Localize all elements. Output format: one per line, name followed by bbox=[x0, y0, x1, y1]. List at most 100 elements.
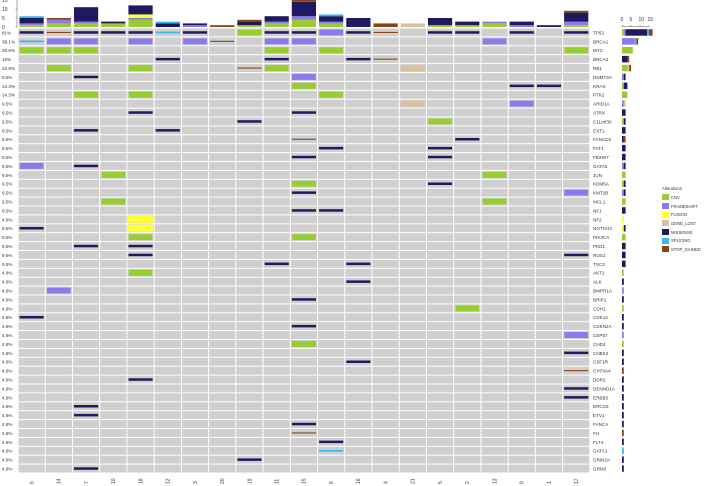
cell-bmpr1a-13 bbox=[481, 286, 508, 295]
right-bar-dnmt3a-missense bbox=[623, 73, 626, 81]
cell-flt4-17 bbox=[563, 437, 590, 446]
cell-alk-5 bbox=[426, 277, 454, 286]
mark-kdm5a-15-cnv bbox=[292, 180, 316, 187]
cell-brip1-18 bbox=[127, 295, 154, 304]
cell-nf2-15 bbox=[290, 215, 318, 224]
cell-alk-6 bbox=[18, 277, 45, 286]
cell-brip1-19 bbox=[236, 295, 263, 304]
percent-label-ptk2: 14.3% bbox=[2, 93, 15, 98]
mark-csf1r-16-missense bbox=[346, 360, 371, 363]
cell-pik3ca-10 bbox=[100, 233, 127, 242]
percent-label-notch2: 9.5% bbox=[2, 226, 12, 231]
cell-chd4-20 bbox=[209, 340, 236, 348]
gene-label-gata6: GATA6 bbox=[593, 164, 608, 169]
cell-c11orf30-7 bbox=[72, 117, 100, 126]
right-bar-akt2-cnv bbox=[622, 269, 624, 276]
mark-ros1-18-missense bbox=[128, 253, 153, 257]
cell-brca1-17 bbox=[563, 37, 590, 46]
cell-ercc5-3 bbox=[181, 402, 209, 411]
percent-label-nf1: 9.5% bbox=[2, 208, 12, 213]
top-bar-10-missense bbox=[101, 21, 126, 24]
mark-cdk12-6-missense bbox=[19, 316, 44, 319]
cell-nf2-10 bbox=[100, 215, 127, 224]
cell-c11orf30-8 bbox=[318, 117, 345, 126]
cell-bmpr1a-3 bbox=[181, 286, 209, 295]
cell-kras-3 bbox=[181, 81, 209, 90]
cell-gata6-19 bbox=[236, 162, 263, 170]
cell-mcl1-9 bbox=[508, 197, 535, 206]
cell-notch2-10 bbox=[100, 224, 127, 233]
top-bar-16-missense bbox=[346, 18, 371, 27]
cell-csf1r-7 bbox=[72, 357, 100, 366]
cell-ercc5-1 bbox=[535, 402, 563, 411]
cell-fh-16 bbox=[345, 429, 372, 437]
cell-pkd1-1 bbox=[535, 242, 563, 250]
cell-fbxw7-21 bbox=[399, 153, 426, 161]
cell-myc-12 bbox=[154, 46, 181, 55]
top-bar-18-fusion bbox=[128, 14, 153, 18]
cell-kdm5a-8 bbox=[318, 179, 345, 188]
cell-fh-13 bbox=[481, 429, 508, 437]
gene-label-rb1: RB1 bbox=[593, 66, 602, 71]
cell-rb1-12 bbox=[154, 64, 181, 72]
cell-chek2-11 bbox=[263, 348, 290, 357]
cell-ptk2-9 bbox=[508, 90, 535, 99]
cell-fat1-19 bbox=[236, 144, 263, 153]
cell-dnmt3a-18 bbox=[127, 73, 154, 81]
cell-mcl1-1 bbox=[535, 197, 563, 206]
cell-nf1-3 bbox=[181, 206, 209, 215]
cell-nf1-4 bbox=[372, 206, 399, 215]
cell-erbb3-9 bbox=[508, 393, 535, 402]
cell-notch2-4 bbox=[372, 224, 399, 233]
cell-fbxw7-1 bbox=[535, 153, 563, 161]
cell-ddr2-20 bbox=[209, 375, 236, 384]
mark-fat1-5-missense bbox=[428, 146, 453, 150]
cell-brip1-9 bbox=[508, 295, 535, 304]
cell-dnmt3a-20 bbox=[209, 73, 236, 81]
cell-chd4-3 bbox=[181, 340, 209, 348]
cell-rb1-16 bbox=[345, 64, 372, 72]
cell-etv1-1 bbox=[535, 411, 563, 420]
cell-ros1-7 bbox=[72, 251, 100, 259]
cell-notch2-8 bbox=[318, 224, 345, 233]
cell-nf2-13 bbox=[481, 215, 508, 224]
cell-ddr2-15 bbox=[290, 375, 318, 384]
cell-ext1-20 bbox=[209, 126, 236, 135]
cell-cdkn2a-9 bbox=[508, 322, 535, 331]
cell-cep57-6 bbox=[18, 331, 45, 339]
cell-cep57-16 bbox=[345, 331, 372, 339]
cell-chd4-4 bbox=[372, 340, 399, 348]
cell-ddr2-17 bbox=[563, 375, 590, 384]
mark-nf1-8-missense bbox=[319, 209, 344, 212]
cell-etv1-11 bbox=[263, 411, 290, 420]
mark-chek2-17-missense bbox=[564, 351, 589, 355]
cell-kmt2b-3 bbox=[181, 188, 209, 197]
gene-label-grm3: GRM3 bbox=[593, 467, 607, 472]
cell-ercc5-2 bbox=[454, 402, 481, 411]
cell-ddr2-6 bbox=[18, 375, 45, 384]
cell-ddr2-8 bbox=[318, 375, 345, 384]
cell-fbxw7-19 bbox=[236, 153, 263, 161]
cell-grin2a-1 bbox=[535, 455, 563, 464]
mark-akt2-18-cnv bbox=[128, 269, 153, 276]
cell-nf2-12 bbox=[154, 215, 181, 224]
cell-kmt2b-20 bbox=[209, 188, 236, 197]
gene-label-nf2: NF2 bbox=[593, 217, 602, 222]
cell-ros1-6 bbox=[18, 251, 45, 259]
top-bar-5-missense bbox=[427, 18, 453, 26]
cell-cdh1-9 bbox=[508, 304, 535, 313]
cell-gata1-11 bbox=[263, 446, 290, 455]
cell-etv1-17 bbox=[563, 411, 590, 420]
gene-label-tsc2: TSC2 bbox=[593, 262, 605, 267]
mark-atrx-18-missense bbox=[128, 111, 153, 114]
top-bar-8-frameshift bbox=[319, 21, 344, 24]
cell-ext1-18 bbox=[127, 126, 154, 135]
cell-atrx-9 bbox=[508, 108, 535, 117]
cell-fh-21 bbox=[399, 429, 426, 437]
percent-label-cdk12: 4.8% bbox=[2, 315, 12, 320]
cell-jun-18 bbox=[127, 170, 154, 179]
percent-label-grin2a: 4.8% bbox=[2, 458, 12, 463]
cell-erbb3-16 bbox=[345, 393, 372, 402]
cell-tsc2-6 bbox=[18, 259, 45, 268]
cell-ddr2-2 bbox=[454, 375, 481, 384]
